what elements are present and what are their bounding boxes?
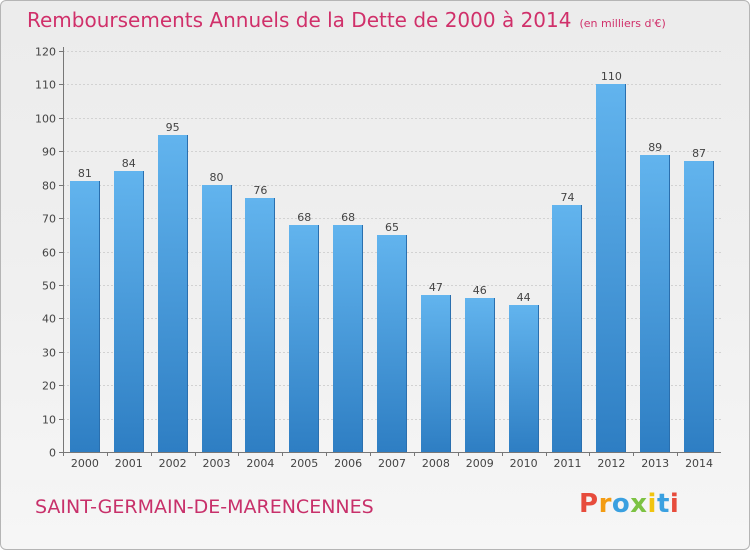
axes <box>59 47 721 456</box>
y-tick-label: 20 <box>42 380 56 393</box>
x-tick-label: 2006 <box>334 457 362 470</box>
y-tick-label: 60 <box>42 247 56 260</box>
bar-2002 <box>158 135 188 452</box>
data-label-2004: 76 <box>253 184 267 197</box>
x-tick-label: 2014 <box>685 457 713 470</box>
data-label-2007: 65 <box>385 221 399 234</box>
bar-2000 <box>70 181 100 452</box>
x-tick-label: 2010 <box>510 457 538 470</box>
y-tick-label: 90 <box>42 146 56 159</box>
x-tick-label: 2004 <box>246 457 274 470</box>
y-tick-label: 70 <box>42 213 56 226</box>
data-label-2013: 89 <box>648 141 662 154</box>
x-tick-label: 2008 <box>422 457 450 470</box>
logo-letter: x <box>630 489 648 519</box>
x-tick-label: 2013 <box>641 457 669 470</box>
y-tick-label: 0 <box>49 447 56 460</box>
data-label-2002: 95 <box>166 121 180 134</box>
y-tick-label: 40 <box>42 313 56 326</box>
bar-2001 <box>114 171 144 452</box>
x-tick-label: 2002 <box>159 457 187 470</box>
chart-title: Remboursements Annuels de la Dette de 20… <box>27 8 666 32</box>
data-label-2008: 47 <box>429 281 443 294</box>
bar-2012 <box>596 84 626 452</box>
bar-2010 <box>509 305 539 452</box>
bar-2014 <box>684 161 714 452</box>
data-label-2006: 68 <box>341 211 355 224</box>
y-tick-label: 30 <box>42 347 56 360</box>
logo-letter: t <box>656 489 670 519</box>
bar-2005 <box>289 225 319 452</box>
labels: 0 10 20 30 40 50 60 70 80 90 100 110 120 81 2000 84 2001… <box>35 46 713 471</box>
y-tick-label: 50 <box>42 280 56 293</box>
logo-letter: r <box>598 489 612 519</box>
y-tick-label: 10 <box>42 414 56 427</box>
y-tick-label: 120 <box>35 46 56 59</box>
x-tick-label: 2003 <box>203 457 231 470</box>
data-label-2012: 110 <box>601 70 622 83</box>
y-tick-label: 110 <box>35 79 56 92</box>
logo-letter: o <box>611 489 631 519</box>
bar-2009 <box>465 298 495 452</box>
x-tick-label: 2007 <box>378 457 406 470</box>
bars <box>70 84 714 452</box>
x-tick-label: 2009 <box>466 457 494 470</box>
logo-letter: i <box>647 489 657 519</box>
commune-name: SAINT-GERMAIN-DE-MARENCENNES <box>35 496 374 518</box>
y-tick-label: 80 <box>42 180 56 193</box>
chart-unit-note: (en milliers d'€) <box>579 17 666 30</box>
bar-2011 <box>552 205 582 452</box>
x-tick-label: 2005 <box>290 457 318 470</box>
bar-2003 <box>202 185 232 452</box>
bar-2013 <box>640 155 670 452</box>
bar-2004 <box>245 198 275 452</box>
chart-title-main: Remboursements Annuels de la Dette de 20… <box>27 8 572 32</box>
bar-2008 <box>421 295 451 452</box>
data-label-2005: 68 <box>297 211 311 224</box>
proxiti-logo[interactable]: Proxiti <box>579 489 679 519</box>
data-label-2000: 81 <box>78 167 92 180</box>
x-tick-label: 2001 <box>115 457 143 470</box>
logo-letter: i <box>669 489 680 519</box>
data-label-2003: 80 <box>210 171 224 184</box>
x-tick-label: 2000 <box>71 457 99 470</box>
data-label-2009: 46 <box>473 284 487 297</box>
x-tick-label: 2012 <box>597 457 625 470</box>
data-label-2001: 84 <box>122 157 136 170</box>
bar-2007 <box>377 235 407 452</box>
bar-2006 <box>333 225 363 452</box>
data-label-2014: 87 <box>692 147 706 160</box>
data-label-2011: 74 <box>560 191 574 204</box>
x-tick-label: 2011 <box>553 457 581 470</box>
y-tick-label: 100 <box>35 113 56 126</box>
logo-letter: P <box>579 489 599 519</box>
data-label-2010: 44 <box>517 291 531 304</box>
